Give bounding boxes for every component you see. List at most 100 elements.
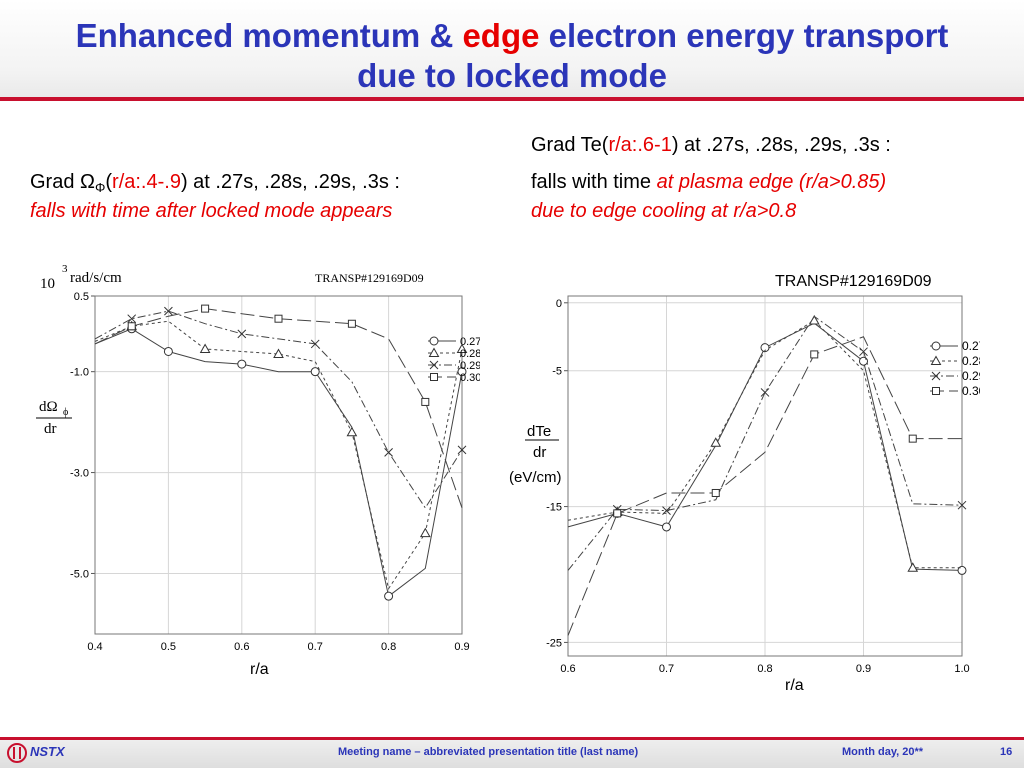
chart2-ytick-label: -25 <box>546 637 562 649</box>
chart1-legend-marker <box>430 373 438 381</box>
slide-title-line-2: due to locked mode <box>357 57 667 94</box>
chart2-legend-label: 0.29s <box>962 369 980 383</box>
chart1-legend-marker-b <box>429 360 439 370</box>
chart1-marker <box>163 346 173 356</box>
chart1-marker <box>419 527 431 538</box>
chart2-xtick-label: 1.0 <box>954 663 969 675</box>
left-desc-line-1: Grad ΩΦ(r/a:.4-.9) at .27s, .28s, .29s, … <box>30 170 400 200</box>
right-desc-label: Grad Te( <box>531 134 609 156</box>
footer-logo-text: NSTX <box>30 744 65 759</box>
chart2-xtick-label: 0.9 <box>856 663 871 675</box>
chart2-series-0.30s <box>567 336 962 636</box>
chart1-ytick-label: -1.0 <box>70 367 89 379</box>
left-desc-subscript: Φ <box>94 180 106 195</box>
chart1-ytick-label: -5.0 <box>70 568 89 580</box>
chart1-marker-b <box>457 445 467 455</box>
left-desc-times: ) at .27s, .28s, .29s, .3s : <box>180 171 400 193</box>
right-desc-line-2: falls with time at plasma edge (r/a>0.85… <box>531 170 886 194</box>
chart2-marker-b <box>760 388 770 397</box>
chart2-marker <box>808 314 820 325</box>
left-desc-line-2: falls with time after locked mode appear… <box>30 200 393 222</box>
chart2-xtick-label: 0.6 <box>560 663 575 675</box>
chart1-series-0.28s <box>94 320 468 590</box>
chart2-marker-b <box>662 506 671 515</box>
chart2-legend-marker <box>931 341 941 351</box>
chart2-marker <box>662 506 671 515</box>
chart1-marker <box>273 348 284 359</box>
chart1-ylabel: dΩ ϕ dr <box>36 399 72 437</box>
chart1-xtick-label: 0.4 <box>87 641 102 653</box>
chart2-legend-marker <box>932 387 940 395</box>
chart1-marker <box>237 359 247 369</box>
chart1-series-line <box>94 328 463 598</box>
footer-page: 16 <box>1000 746 1013 758</box>
chart1-legend-marker <box>429 336 439 346</box>
chart1-marker-b <box>164 306 173 316</box>
chart1-marker <box>127 314 137 324</box>
footer-date: Month day, 20** <box>842 746 924 758</box>
chart2-marker <box>908 434 917 443</box>
chart2-legend-label: 0.30s <box>962 384 980 398</box>
chart1-ylabel-sub: ϕ <box>63 407 68 418</box>
title-divider <box>0 97 1024 101</box>
chart1-marker <box>237 329 247 339</box>
chart1-legend-label: 0.28s <box>460 348 480 360</box>
chart1-marker <box>274 314 283 323</box>
chart2-xtick-label: 0.8 <box>757 663 772 675</box>
grad-omega-chart: 10 3 rad/s/cm TRANSP#129169D09 dΩ ϕ dr r… <box>36 263 480 678</box>
chart1-marker <box>310 339 320 349</box>
chart1-marker-b <box>384 448 393 457</box>
chart1-series-0.29s <box>94 306 467 509</box>
chart1-marker <box>457 445 467 455</box>
chart1-unit-pre: 10 <box>40 276 55 292</box>
chart1-legend-label: 0.29s <box>460 360 480 372</box>
chart1-ylabel-num: dΩ <box>39 399 58 415</box>
chart2-marker <box>957 565 967 575</box>
chart2-series-line <box>567 336 962 636</box>
chart2-marker <box>662 522 671 532</box>
chart1-marker <box>421 397 430 406</box>
chart2-marker-b <box>859 347 868 357</box>
chart2-legend-marker <box>930 355 942 365</box>
chart2-xtick-label: 0.7 <box>659 663 674 675</box>
chart2-series-line <box>567 319 962 569</box>
chart1-legend-marker <box>429 360 439 370</box>
chart2-series-0.29s <box>567 315 967 571</box>
chart2-marker <box>810 350 819 359</box>
chart1-marker <box>127 322 136 331</box>
chart2-marker <box>760 388 770 397</box>
chart1-series-0.30s <box>94 304 463 509</box>
chart2-marker <box>907 562 919 572</box>
chart1-marker <box>347 319 356 328</box>
chart2-label: TRANSP#129169D09 <box>775 273 932 290</box>
chart2-marker <box>710 437 722 447</box>
chart2-ytick-label: -5 <box>552 366 562 378</box>
chart1-legend-marker <box>428 347 440 357</box>
chart1-marker-b <box>237 329 247 339</box>
chart2-plot-border <box>567 295 963 657</box>
chart1-plot-border <box>94 295 463 635</box>
chart1-legend-label: 0.30s <box>460 372 480 384</box>
chart1-xlabel: r/a <box>250 661 269 678</box>
chart1-marker-b <box>310 339 320 349</box>
chart2-marker-b <box>957 500 967 510</box>
right-desc-range: r/a:.6-1 <box>608 134 672 156</box>
chart2-legend-label: 0.28s <box>962 354 980 368</box>
chart1-ytick-label: 0.5 <box>74 291 89 303</box>
chart1-ytick-label: -3.0 <box>70 468 89 480</box>
chart1-marker-b <box>127 314 137 324</box>
title-bar <box>0 0 1024 100</box>
chart1-marker <box>384 448 393 457</box>
chart2-legend-marker <box>931 371 941 381</box>
chart2-legend-label: 0.27s <box>962 339 980 353</box>
right-desc-line-1: Grad Te(r/a:.6-1) at .27s, .28s, .29s, .… <box>531 133 891 157</box>
chart1-marker <box>457 367 467 377</box>
chart1-unit-post: rad/s/cm <box>70 270 122 286</box>
chart2-marker <box>711 488 720 497</box>
footer-divider <box>0 737 1024 740</box>
chart1-xtick-label: 0.5 <box>161 641 176 653</box>
chart2-legend-marker-b <box>931 371 941 381</box>
chart2-ylabel: dTe dr (eV/cm) <box>509 423 562 486</box>
title-text-1: Enhanced momentum & <box>75 17 463 54</box>
chart2-ylabel-num: dTe <box>527 423 551 440</box>
